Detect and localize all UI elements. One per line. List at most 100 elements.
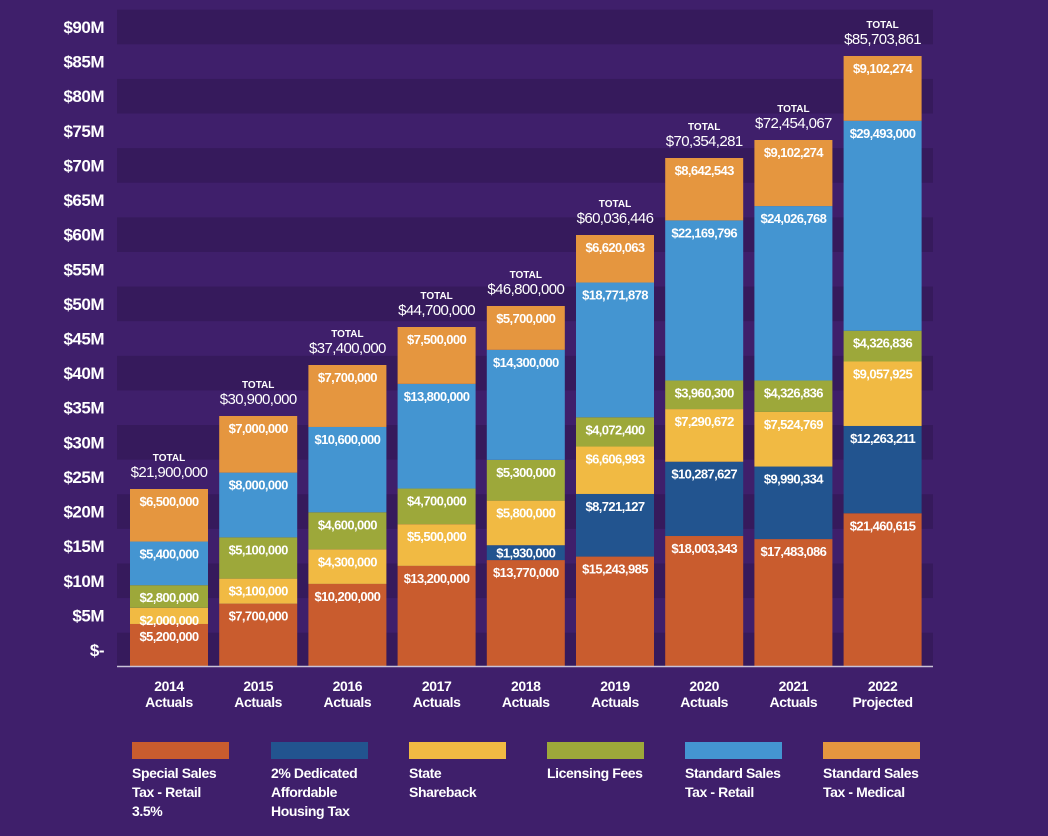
bar-segment	[665, 461, 744, 537]
data-label: $2,000,000	[139, 613, 198, 628]
bar-segment	[843, 330, 922, 362]
x-tick-year: 2022	[868, 678, 898, 694]
bar-segment	[576, 493, 654, 557]
bar-segment	[219, 416, 298, 473]
bar-segment	[130, 489, 208, 542]
bar-segment	[665, 220, 744, 381]
legend-item: Standard Sales Tax - Retail	[685, 742, 815, 802]
bar-2014: $5,200,000$2,000,000 $2,800,000 $5,400,000…	[130, 453, 208, 666]
bar-segment	[843, 56, 922, 121]
y-tick-label: $80M	[63, 87, 104, 106]
y-tick-label: $70M	[63, 156, 104, 175]
bar-segment	[308, 512, 387, 550]
bar-segment	[397, 524, 476, 566]
bar-segment	[219, 603, 298, 666]
data-label: $4,600,000	[318, 517, 377, 532]
y-tick-label: $-	[90, 641, 104, 660]
y-tick-label: $40M	[63, 364, 104, 383]
data-label: $22,169,796	[671, 225, 737, 240]
total-label: $21,900,000	[131, 464, 208, 481]
data-label: $9,102,274	[853, 61, 913, 76]
bar-segment	[130, 585, 208, 608]
x-tick-sub: Actuals	[145, 694, 193, 710]
data-label: $8,000,000	[229, 478, 288, 493]
data-label: $8,721,127	[585, 499, 644, 514]
bar-segment	[130, 541, 208, 586]
data-label: $5,700,000	[496, 311, 555, 326]
data-label: $7,500,000	[407, 332, 466, 347]
bar-segment	[754, 466, 833, 540]
x-tick-sub: Actuals	[413, 694, 461, 710]
data-label: $6,500,000	[139, 494, 198, 509]
legend-item: State Shareback	[409, 742, 539, 802]
data-label: $10,200,000	[315, 589, 381, 604]
total-caption: TOTAL	[153, 453, 185, 464]
bar-segment	[486, 500, 565, 546]
y-tick-label: $25M	[63, 468, 104, 487]
bar-segment	[486, 545, 565, 561]
bar-segment	[308, 583, 387, 666]
data-label: $4,700,000	[407, 494, 466, 509]
data-label: $5,300,000	[496, 465, 555, 480]
bar-segment	[754, 380, 833, 412]
data-label: $6,620,063	[585, 240, 644, 255]
legend-label: Licensing Fees	[547, 765, 643, 781]
bar-segment	[130, 607, 208, 624]
bar-segment	[308, 426, 387, 513]
data-label: $13,200,000	[404, 571, 470, 586]
total-caption: TOTAL	[866, 20, 898, 31]
bars: $5,200,000$2,000,000 $2,800,000 $5,400,000…	[130, 20, 922, 666]
total-label: $44,700,000	[398, 302, 475, 319]
data-label: $5,400,000	[139, 547, 198, 562]
bar-segment	[576, 235, 654, 283]
bar-segment	[576, 556, 654, 666]
bar-segment	[486, 459, 565, 501]
data-label: $13,800,000	[404, 389, 470, 404]
bar-segment	[576, 282, 654, 418]
data-label: $3,960,300	[675, 385, 734, 400]
bar-2018: $13,770,000 $1,930,000 $5,800,000 $5,300,00…	[486, 270, 565, 666]
bar-segment	[754, 206, 833, 381]
data-label: $5,200,000	[139, 629, 198, 644]
total-label: $70,354,281	[666, 133, 743, 150]
bar-segment	[219, 578, 298, 604]
bar-segment	[576, 446, 654, 494]
y-tick-label: $85M	[63, 53, 104, 72]
data-label: $7,290,672	[675, 414, 734, 429]
bar-2021: $17,483,086 $9,990,334 $7,524,769 $4,326,83…	[754, 104, 833, 666]
y-tick-label: $60M	[63, 226, 104, 245]
y-tick-label: $45M	[63, 330, 104, 349]
legend-label: State Shareback	[409, 765, 477, 800]
y-tick-label: $55M	[63, 260, 104, 279]
x-tick-year: 2015	[243, 678, 273, 694]
bar-2020: $18,003,343 $10,287,627 $7,290,672 $3,960,3…	[665, 122, 743, 666]
total-caption: TOTAL	[420, 291, 452, 302]
total-label: $46,800,000	[487, 281, 564, 298]
total-caption: TOTAL	[688, 122, 720, 133]
bar-segment	[754, 539, 833, 666]
bar-segment	[665, 380, 744, 410]
legend-swatch	[271, 742, 368, 759]
bar-segment	[754, 411, 833, 467]
total-caption: TOTAL	[331, 329, 363, 340]
bar-2015: $7,700,000 $3,100,000 $5,100,000 $8,000,000…	[219, 380, 297, 666]
x-tick-sub: Actuals	[591, 694, 639, 710]
bar-segment	[486, 306, 565, 350]
data-label: $12,263,211	[850, 431, 915, 446]
bar-segment	[843, 361, 922, 426]
data-label: $7,700,000	[318, 370, 377, 385]
bar-segment	[843, 513, 922, 666]
x-tick-sub: Actuals	[680, 694, 728, 710]
total-label: $72,454,067	[755, 115, 832, 132]
legend-item: Licensing Fees	[547, 742, 677, 783]
data-label: $6,606,993	[585, 452, 644, 467]
grid-band	[117, 78, 933, 114]
bar-segment	[843, 425, 922, 514]
data-label: $24,026,768	[761, 211, 827, 226]
bar-2016: $10,200,000 $4,300,000 $4,600,000 $10,600,0…	[308, 329, 387, 666]
y-tick-label: $20M	[63, 503, 104, 522]
bar-segment	[397, 327, 476, 384]
data-label: $15,243,985	[582, 562, 648, 577]
x-tick-sub: Actuals	[234, 694, 282, 710]
